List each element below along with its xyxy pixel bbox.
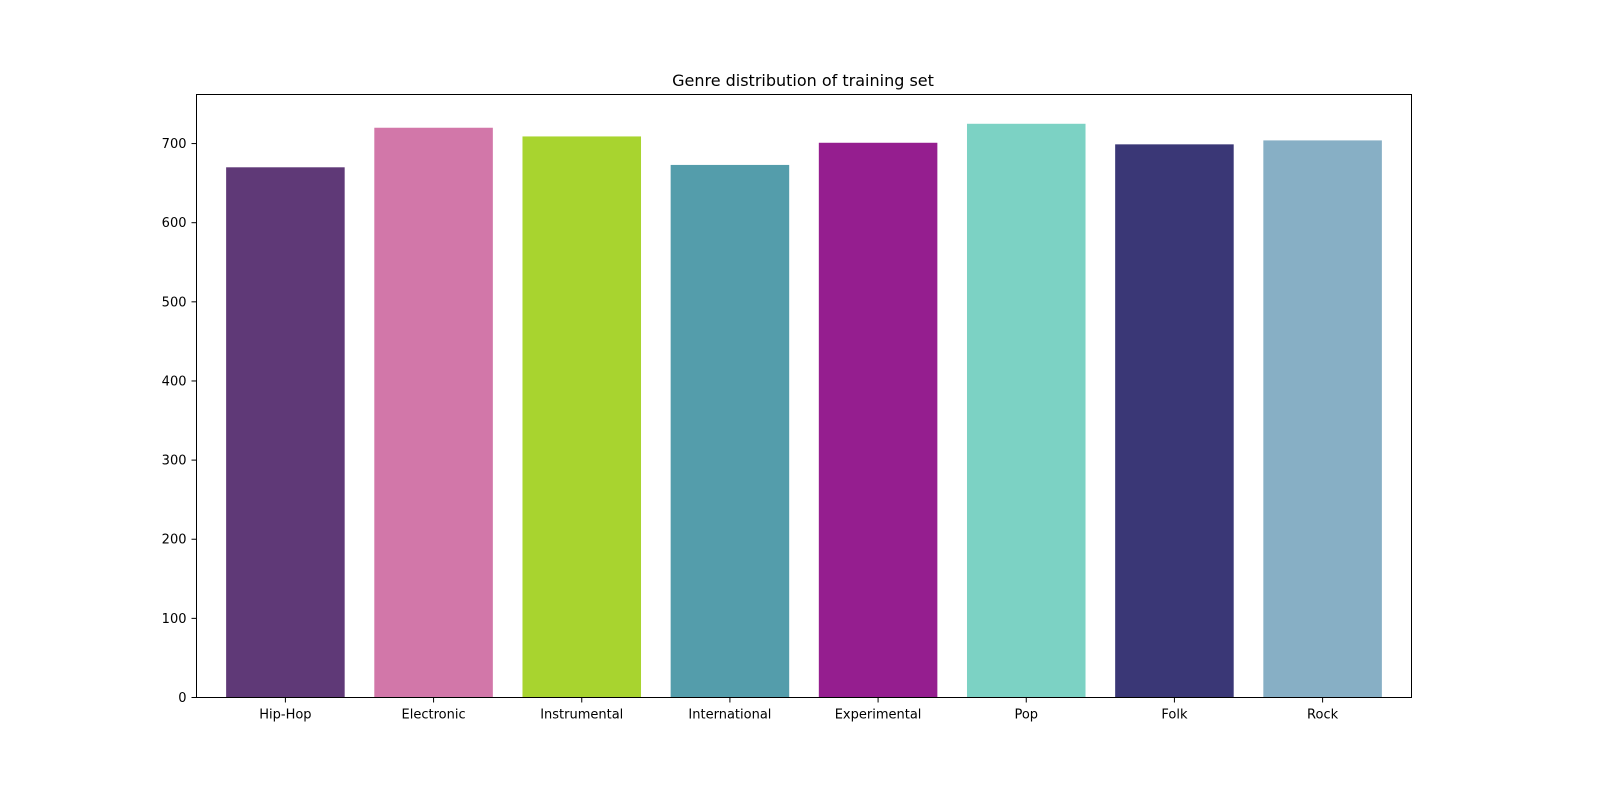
x-axis: Hip-Hop Electronic Instrumental Internation… — [259, 697, 1339, 723]
y-tick-label: 0 — [178, 691, 186, 706]
x-tick-label: Folk — [1161, 708, 1188, 723]
x-tick-label: Instrumental — [540, 708, 623, 723]
bar-rock — [1263, 140, 1382, 698]
bar-instrumental — [522, 136, 642, 698]
y-tick-label: 200 — [162, 533, 187, 548]
y-tick-label: 400 — [162, 374, 187, 389]
x-tick-label: Hip-Hop — [259, 708, 311, 723]
bar-electronic — [374, 127, 493, 698]
bar-hip-hop — [226, 167, 345, 698]
y-tick-label: 300 — [162, 454, 187, 469]
x-tick-label: Electronic — [402, 708, 466, 723]
plot-frame — [196, 94, 1412, 698]
x-tick-label: Rock — [1307, 708, 1339, 723]
y-tick-label: 100 — [162, 612, 187, 627]
x-tick-label: Experimental — [835, 708, 922, 723]
y-tick-label: 700 — [162, 137, 187, 152]
y-axis: 0 100 200 300 400 500 600 700 — [162, 137, 197, 706]
bar-international — [670, 164, 790, 698]
y-tick-label: 500 — [162, 295, 187, 310]
bars-group — [226, 123, 1382, 698]
chart-title: Genre distribution of training set — [672, 71, 934, 90]
y-tick-label: 600 — [162, 216, 187, 231]
bar-folk — [1115, 144, 1234, 698]
bar-experimental — [818, 142, 938, 698]
bar-pop — [966, 123, 1086, 698]
x-tick-label: International — [688, 708, 771, 723]
x-tick-label: Pop — [1014, 708, 1038, 723]
